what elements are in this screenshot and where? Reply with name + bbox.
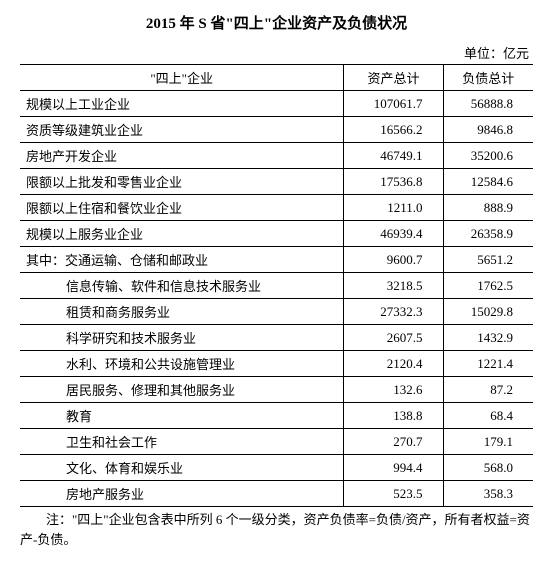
table-row: 限额以上住宿和餐饮业企业1211.0888.9: [20, 195, 533, 221]
cell-debt: 179.1: [443, 429, 533, 455]
table-row: 卫生和社会工作270.7179.1: [20, 429, 533, 455]
header-assets: 资产总计: [344, 65, 443, 91]
cell-debt: 888.9: [443, 195, 533, 221]
table-row: 信息传输、软件和信息技术服务业3218.51762.5: [20, 273, 533, 299]
table-row: 规模以上服务业企业46939.426358.9: [20, 221, 533, 247]
header-category: "四上"企业: [20, 65, 344, 91]
cell-category: 租赁和商务服务业: [20, 299, 344, 325]
cell-debt: 68.4: [443, 403, 533, 429]
cell-debt: 12584.6: [443, 169, 533, 195]
table-row: 居民服务、修理和其他服务业132.687.2: [20, 377, 533, 403]
table-row: 文化、体育和娱乐业994.4568.0: [20, 455, 533, 481]
cell-assets: 2120.4: [344, 351, 443, 377]
cell-debt: 56888.8: [443, 91, 533, 117]
cell-category: 科学研究和技术服务业: [20, 325, 344, 351]
cell-assets: 138.8: [344, 403, 443, 429]
cell-debt: 9846.8: [443, 117, 533, 143]
cell-category: 其中：交通运输、仓储和邮政业: [20, 247, 344, 273]
cell-assets: 2607.5: [344, 325, 443, 351]
cell-assets: 523.5: [344, 481, 443, 507]
cell-category: 信息传输、软件和信息技术服务业: [20, 273, 344, 299]
table-row: 资质等级建筑业企业16566.29846.8: [20, 117, 533, 143]
table-row: 教育138.868.4: [20, 403, 533, 429]
cell-assets: 107061.7: [344, 91, 443, 117]
cell-category: 限额以上批发和零售业企业: [20, 169, 344, 195]
cell-assets: 994.4: [344, 455, 443, 481]
cell-assets: 27332.3: [344, 299, 443, 325]
cell-debt: 1432.9: [443, 325, 533, 351]
cell-category: 限额以上住宿和餐饮业企业: [20, 195, 344, 221]
cell-category: 房地产开发企业: [20, 143, 344, 169]
cell-debt: 87.2: [443, 377, 533, 403]
cell-category: 房地产服务业: [20, 481, 344, 507]
table-row: 科学研究和技术服务业2607.51432.9: [20, 325, 533, 351]
data-table: "四上"企业 资产总计 负债总计 规模以上工业企业107061.756888.8…: [20, 64, 533, 507]
cell-debt: 15029.8: [443, 299, 533, 325]
cell-assets: 46939.4: [344, 221, 443, 247]
cell-assets: 1211.0: [344, 195, 443, 221]
cell-category: 规模以上工业企业: [20, 91, 344, 117]
cell-debt: 568.0: [443, 455, 533, 481]
cell-category: 卫生和社会工作: [20, 429, 344, 455]
table-row: 其中：交通运输、仓储和邮政业9600.75651.2: [20, 247, 533, 273]
cell-debt: 26358.9: [443, 221, 533, 247]
cell-debt: 35200.6: [443, 143, 533, 169]
header-debt: 负债总计: [443, 65, 533, 91]
cell-category: 文化、体育和娱乐业: [20, 455, 344, 481]
table-row: 水利、环境和公共设施管理业2120.41221.4: [20, 351, 533, 377]
cell-assets: 270.7: [344, 429, 443, 455]
table-row: 租赁和商务服务业27332.315029.8: [20, 299, 533, 325]
footnote: 注："四上"企业包含表中所列 6 个一级分类，资产负债率=负债/资产，所有者权益…: [20, 510, 533, 549]
page-title: 2015 年 S 省"四上"企业资产及负债状况: [20, 12, 533, 33]
cell-assets: 3218.5: [344, 273, 443, 299]
cell-debt: 358.3: [443, 481, 533, 507]
cell-assets: 132.6: [344, 377, 443, 403]
cell-assets: 17536.8: [344, 169, 443, 195]
cell-debt: 5651.2: [443, 247, 533, 273]
cell-assets: 16566.2: [344, 117, 443, 143]
cell-assets: 9600.7: [344, 247, 443, 273]
table-row: 房地产服务业523.5358.3: [20, 481, 533, 507]
table-row: 限额以上批发和零售业企业17536.812584.6: [20, 169, 533, 195]
table-header-row: "四上"企业 资产总计 负债总计: [20, 65, 533, 91]
cell-category: 水利、环境和公共设施管理业: [20, 351, 344, 377]
unit-label: 单位：亿元: [20, 43, 533, 62]
cell-category: 居民服务、修理和其他服务业: [20, 377, 344, 403]
cell-debt: 1762.5: [443, 273, 533, 299]
cell-category: 资质等级建筑业企业: [20, 117, 344, 143]
cell-category: 规模以上服务业企业: [20, 221, 344, 247]
cell-category: 教育: [20, 403, 344, 429]
cell-debt: 1221.4: [443, 351, 533, 377]
table-row: 房地产开发企业46749.135200.6: [20, 143, 533, 169]
table-row: 规模以上工业企业107061.756888.8: [20, 91, 533, 117]
cell-assets: 46749.1: [344, 143, 443, 169]
